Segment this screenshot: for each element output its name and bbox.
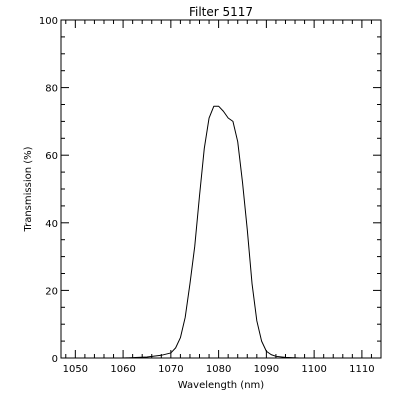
x-tick-label: 1110 <box>349 364 374 375</box>
chart-title: Filter 5117 <box>189 5 253 19</box>
x-tick-label: 1070 <box>158 364 183 375</box>
x-tick-label: 1060 <box>110 364 135 375</box>
x-axis-title: Wavelength (nm) <box>178 380 264 391</box>
x-axis-ticks: 1050 1060 1070 1080 1090 1100 1110 <box>63 20 382 375</box>
series-group <box>75 105 362 359</box>
y-tick-label: 0 <box>52 354 58 365</box>
x-tick-label: 1100 <box>301 364 326 375</box>
y-axis-title: Transmission (%) <box>23 146 34 232</box>
plot-frame <box>60 19 382 359</box>
y-tick-label: 100 <box>39 16 58 27</box>
y-tick-label: 80 <box>45 84 58 95</box>
y-tick-label: 40 <box>45 219 58 230</box>
y-tick-label: 60 <box>45 151 58 162</box>
y-tick-label: 20 <box>45 286 58 297</box>
y-axis-ticks: 0 20 40 60 80 100 <box>39 16 381 365</box>
x-tick-label: 1050 <box>63 364 88 375</box>
transmission-curve <box>75 105 362 359</box>
x-tick-label: 1090 <box>254 364 279 375</box>
x-tick-label: 1080 <box>206 364 231 375</box>
